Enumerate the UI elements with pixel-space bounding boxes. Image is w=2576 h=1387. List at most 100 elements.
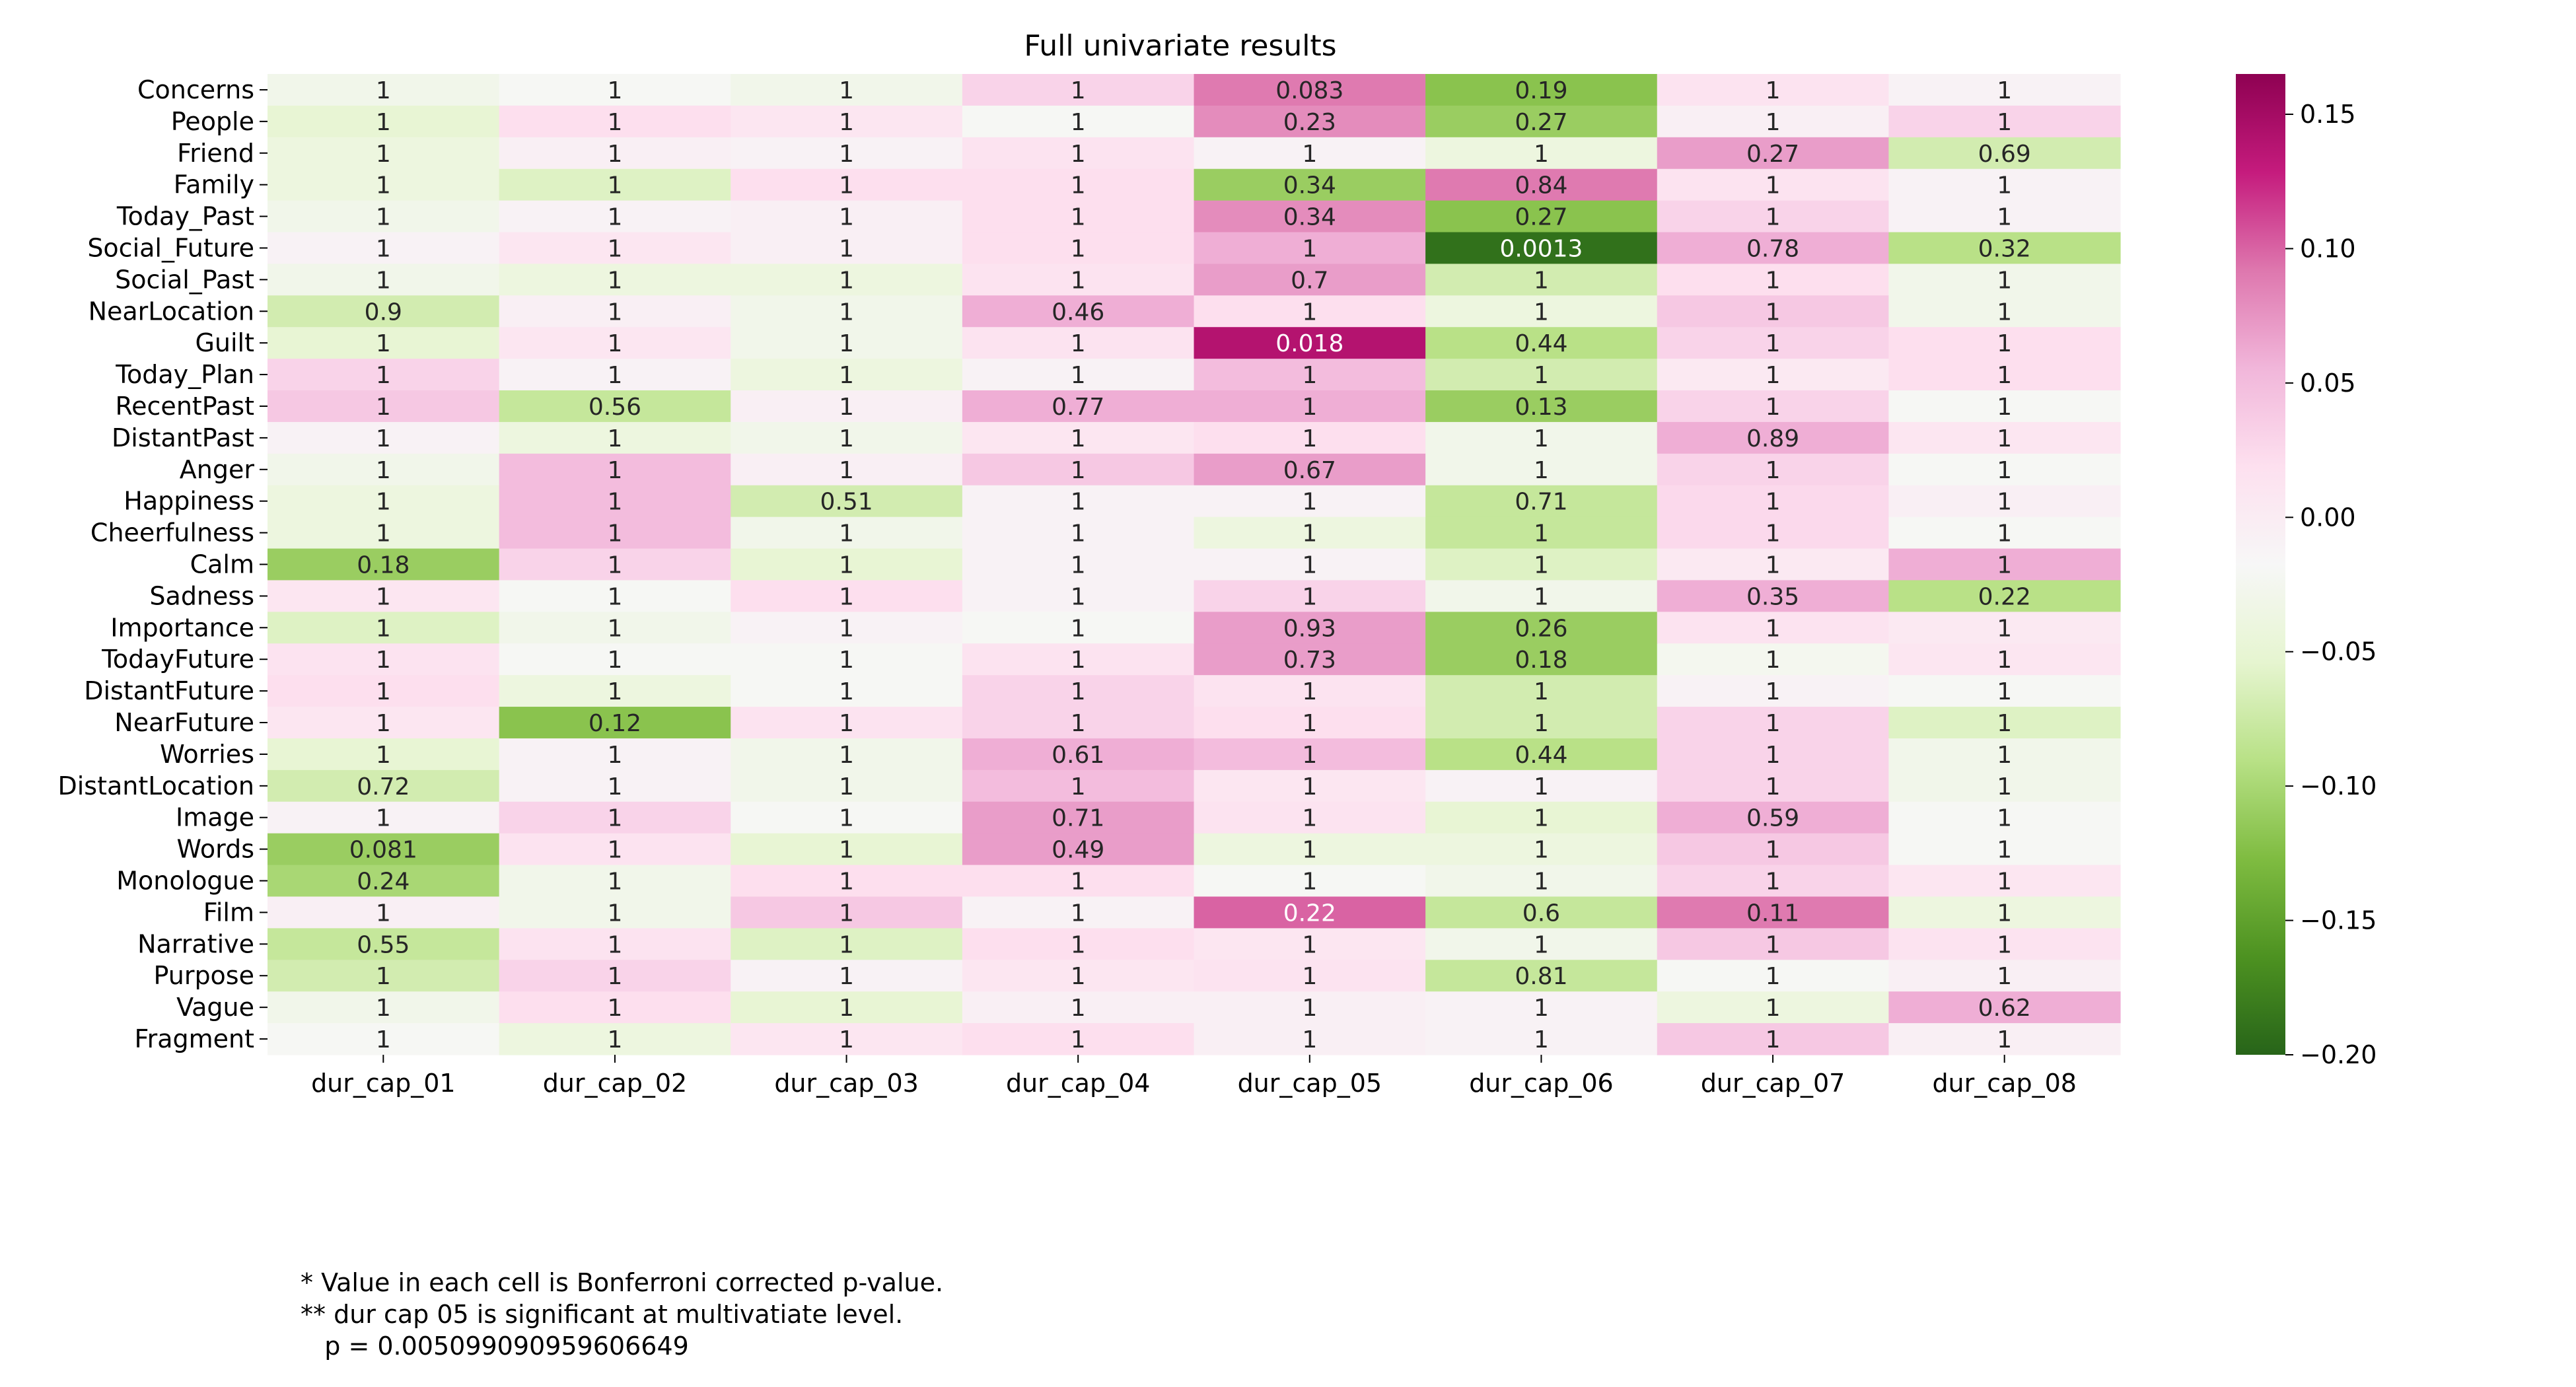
heatmap-cell <box>1194 612 1426 644</box>
colorbar-tick-label: −0.15 <box>2300 906 2377 935</box>
heatmap-cell <box>268 200 500 233</box>
heatmap-cell <box>1425 485 1658 518</box>
heatmap-cell <box>268 801 500 834</box>
row-label: Words <box>177 835 254 864</box>
cell-value-label: 1 <box>1071 710 1086 737</box>
cell-value-label: 0.27 <box>1746 141 1799 168</box>
cell-value-label: 1 <box>839 710 854 737</box>
cell-value-label: 1 <box>1302 963 1317 990</box>
column-label: dur_cap_03 <box>774 1069 918 1098</box>
heatmap-cell <box>962 453 1195 486</box>
cell-value-label: 1 <box>1766 362 1781 389</box>
heatmap-cell <box>962 168 1195 201</box>
cell-value-label: 1 <box>839 615 854 642</box>
cell-value-label: 1 <box>1534 869 1549 896</box>
cell-value-label: 1 <box>1302 552 1317 579</box>
heatmap-cell <box>962 390 1195 423</box>
cell-value-label: 0.78 <box>1746 235 1799 262</box>
heatmap-cell <box>1194 137 1426 170</box>
cell-value-label: 0.55 <box>357 931 410 958</box>
heatmap-cell <box>268 232 500 265</box>
heatmap-cell <box>1657 516 1889 550</box>
column-label: dur_cap_08 <box>1932 1069 2076 1098</box>
heatmap-cell <box>1425 264 1658 296</box>
cell-value-label: 1 <box>1534 141 1549 168</box>
heatmap-cell <box>268 612 500 644</box>
heatmap-cell <box>1425 738 1658 771</box>
cell-value-label: 0.18 <box>357 552 410 579</box>
cell-value-label: 1 <box>607 520 622 548</box>
cell-value-label: 1 <box>1071 172 1086 199</box>
heatmap-cell <box>1194 74 1426 106</box>
heatmap-cell <box>1194 327 1426 359</box>
cell-value-label: 0.11 <box>1746 900 1799 927</box>
cell-value-label: 0.27 <box>1515 204 1567 231</box>
heatmap-cell <box>1194 833 1426 866</box>
cell-value-label: 1 <box>376 520 391 548</box>
cell-value-label: 1 <box>1534 425 1549 452</box>
heatmap-cell <box>268 580 500 612</box>
colorbar-tick-label: −0.10 <box>2300 771 2377 800</box>
heatmap-cell <box>731 738 963 771</box>
heatmap-cell <box>1194 801 1426 834</box>
heatmap-cell <box>1194 738 1426 771</box>
cell-value-label: 1 <box>376 647 391 674</box>
cell-value-label: 1 <box>839 362 854 389</box>
colorbar-tick-label: −0.20 <box>2300 1040 2377 1069</box>
row-label: Worries <box>160 740 254 769</box>
heatmap-cell <box>1425 991 1658 1024</box>
heatmap-cell <box>1657 200 1889 233</box>
cell-value-label: 0.18 <box>1515 647 1567 674</box>
heatmap-cell <box>1888 232 2121 265</box>
cell-value-label: 1 <box>607 77 622 104</box>
heatmap-cell <box>1194 453 1426 486</box>
cell-value-label: 1 <box>839 172 854 199</box>
heatmap-cell <box>268 1023 500 1055</box>
heatmap-cell <box>499 421 731 454</box>
cell-value-label: 1 <box>376 710 391 737</box>
cell-value-label: 0.59 <box>1746 805 1799 832</box>
heatmap-cell <box>268 991 500 1024</box>
heatmap-cell <box>962 359 1195 391</box>
heatmap-cell <box>499 801 731 834</box>
heatmap-cell <box>1425 516 1658 550</box>
column-label: dur_cap_02 <box>543 1069 687 1098</box>
cell-value-label: 1 <box>607 425 622 452</box>
cell-value-label: 0.62 <box>1978 995 2031 1022</box>
heatmap-cell <box>1888 390 2121 423</box>
heatmap-cell <box>1657 865 1889 898</box>
cell-value-label: 1 <box>1534 837 1549 864</box>
heatmap-cell <box>1194 264 1426 296</box>
cell-value-label: 1 <box>839 394 854 421</box>
heatmap-cell <box>1425 896 1658 929</box>
cell-value-label: 1 <box>1766 552 1781 579</box>
cell-value-label: 1 <box>607 773 622 800</box>
cell-value-label: 1 <box>839 805 854 832</box>
heatmap-cell <box>731 896 963 929</box>
heatmap-cell <box>1425 390 1658 423</box>
heatmap-cell <box>962 421 1195 454</box>
heatmap-cell <box>1657 707 1889 739</box>
heatmap-cell <box>1425 168 1658 201</box>
heatmap-cell <box>962 612 1195 644</box>
heatmap-cell <box>1194 580 1426 612</box>
cell-value-label: 1 <box>1997 963 2012 990</box>
heatmap-cell <box>1657 168 1889 201</box>
cell-value-label: 1 <box>607 299 622 326</box>
heatmap-cell <box>962 833 1195 866</box>
cell-value-label: 1 <box>1302 931 1317 958</box>
cell-value-label: 0.77 <box>1052 394 1104 421</box>
heatmap-cell <box>268 738 500 771</box>
heatmap-cell <box>1657 74 1889 106</box>
heatmap-cell <box>962 865 1195 898</box>
colorbar-gradient <box>2236 74 2285 1055</box>
heatmap-cell <box>962 675 1195 707</box>
column-labels: dur_cap_01 dur_cap_02 dur_cap_03 dur_cap_04… <box>311 1055 2077 1098</box>
row-label: Vague <box>176 993 254 1022</box>
cell-value-label: 1 <box>1071 109 1086 136</box>
cell-value-label: 1 <box>1534 931 1549 958</box>
cell-value-label: 1 <box>1302 394 1317 421</box>
row-label: Today_Past <box>116 202 254 231</box>
heatmap-cell <box>731 801 963 834</box>
heatmap-cell <box>731 200 963 233</box>
